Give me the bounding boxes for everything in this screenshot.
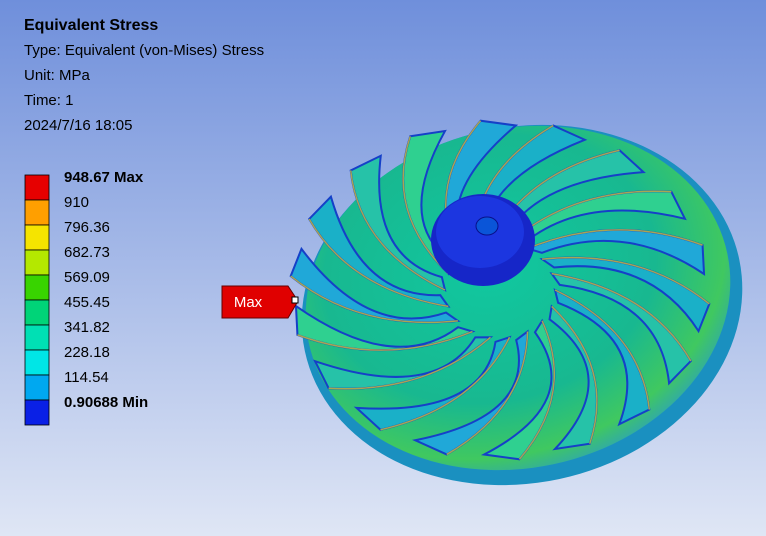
legend-swatch (24, 274, 50, 301)
result-time: Time: 1 (24, 92, 73, 109)
result-title: Equivalent Stress (24, 17, 158, 34)
legend-swatch (24, 324, 50, 351)
blade-edge (527, 229, 703, 250)
legend-label: 114.54 (64, 369, 109, 386)
legend-label: 682.73 (64, 244, 110, 261)
impeller-model (289, 119, 743, 486)
blade-edge (349, 170, 446, 291)
blade-edge (542, 256, 710, 305)
blade-edge (402, 136, 449, 275)
legend-label: 910 (64, 194, 89, 211)
blade-edge (446, 331, 529, 456)
blade-edge (551, 305, 598, 444)
blade-edge (328, 336, 491, 390)
legend-label: 455.45 (64, 294, 110, 311)
blade-edge (308, 218, 449, 308)
legend-swatch (24, 199, 50, 226)
legend-label: 796.36 (64, 219, 110, 236)
legend-label: 569.09 (64, 269, 110, 286)
legend-label: 341.82 (64, 319, 110, 336)
hub-bore (475, 216, 499, 236)
probe-box (221, 285, 299, 319)
legend-swatch (24, 399, 50, 426)
legend-swatch (24, 174, 50, 201)
result-date: 2024/7/16 18:05 (24, 117, 132, 134)
result-type: Type: Equivalent (von-Mises) Stress (24, 42, 264, 59)
legend-swatch (24, 374, 50, 401)
blade-edge (297, 330, 473, 351)
legend-swatch (24, 299, 50, 326)
blade-edge (290, 275, 458, 324)
max-probe: Max (221, 285, 299, 319)
result-unit: Unit: MPa (24, 67, 91, 84)
legend-swatch (24, 224, 50, 251)
legend-label: 948.67 Max (64, 169, 144, 186)
legend-swatch (24, 349, 50, 376)
blade-edge (518, 320, 556, 460)
legend-label: 228.18 (64, 344, 110, 361)
blade-edge (551, 272, 692, 362)
probe-point (291, 296, 299, 304)
legend-label: 0.90688 Min (64, 394, 148, 411)
blade-edge (380, 336, 511, 431)
blade-edge (554, 289, 651, 410)
legend: 948.67 Max 910 796.36 682.73 569.09 455.45 341… (24, 169, 148, 426)
legend-swatch (24, 249, 50, 276)
probe-label: Max (234, 294, 263, 311)
